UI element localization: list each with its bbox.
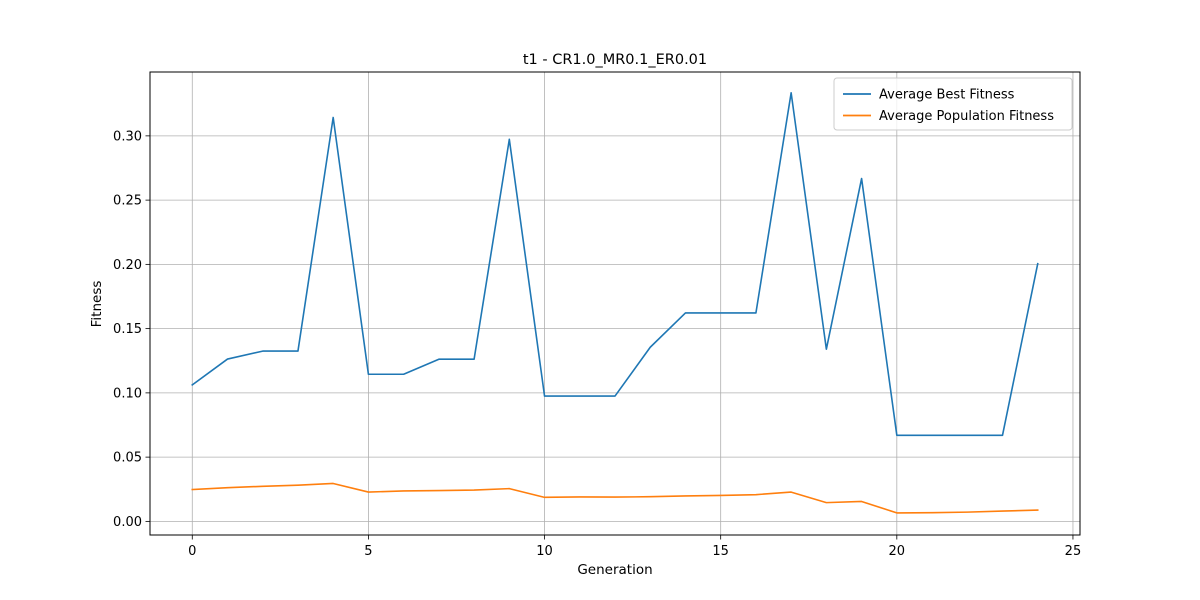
x-tick-label: 0 xyxy=(188,544,196,559)
x-tick-label: 25 xyxy=(1065,544,1082,559)
y-tick-label: 0.10 xyxy=(113,386,142,401)
chart-title: t1 - CR1.0_MR0.1_ER0.01 xyxy=(523,52,707,68)
legend-label: Average Best Fitness xyxy=(879,88,1015,103)
plot-area-frame xyxy=(149,71,1081,536)
grid-lines xyxy=(150,72,1080,535)
y-tick-label: 0.00 xyxy=(113,515,142,530)
x-tick-label: 5 xyxy=(364,544,372,559)
series-lines xyxy=(191,92,1039,514)
x-tick-label: 15 xyxy=(712,544,729,559)
x-tick-label: 20 xyxy=(889,544,906,559)
legend-box xyxy=(833,77,1073,131)
axis-ticks: 0 5 10 15 20 25 0.00 0.05 0.10 0.15 0.20 0.25 0.30 xyxy=(113,129,1081,559)
y-tick-label: 0.15 xyxy=(113,322,142,337)
y-tick-label: 0.20 xyxy=(113,258,142,273)
x-tick-label: 10 xyxy=(536,544,553,559)
x-axis-label: Generation xyxy=(577,562,652,578)
y-tick-label: 0.25 xyxy=(113,194,142,209)
y-tick-label: 0.05 xyxy=(113,451,142,466)
series-line-0 xyxy=(191,92,1039,437)
y-axis-label: Fitness xyxy=(89,281,105,328)
legend-label: Average Population Fitness xyxy=(879,109,1054,124)
y-tick-label: 0.30 xyxy=(113,129,142,144)
series-line-1 xyxy=(191,482,1039,514)
legend: Average Best Fitness Average Population F… xyxy=(833,77,1073,131)
